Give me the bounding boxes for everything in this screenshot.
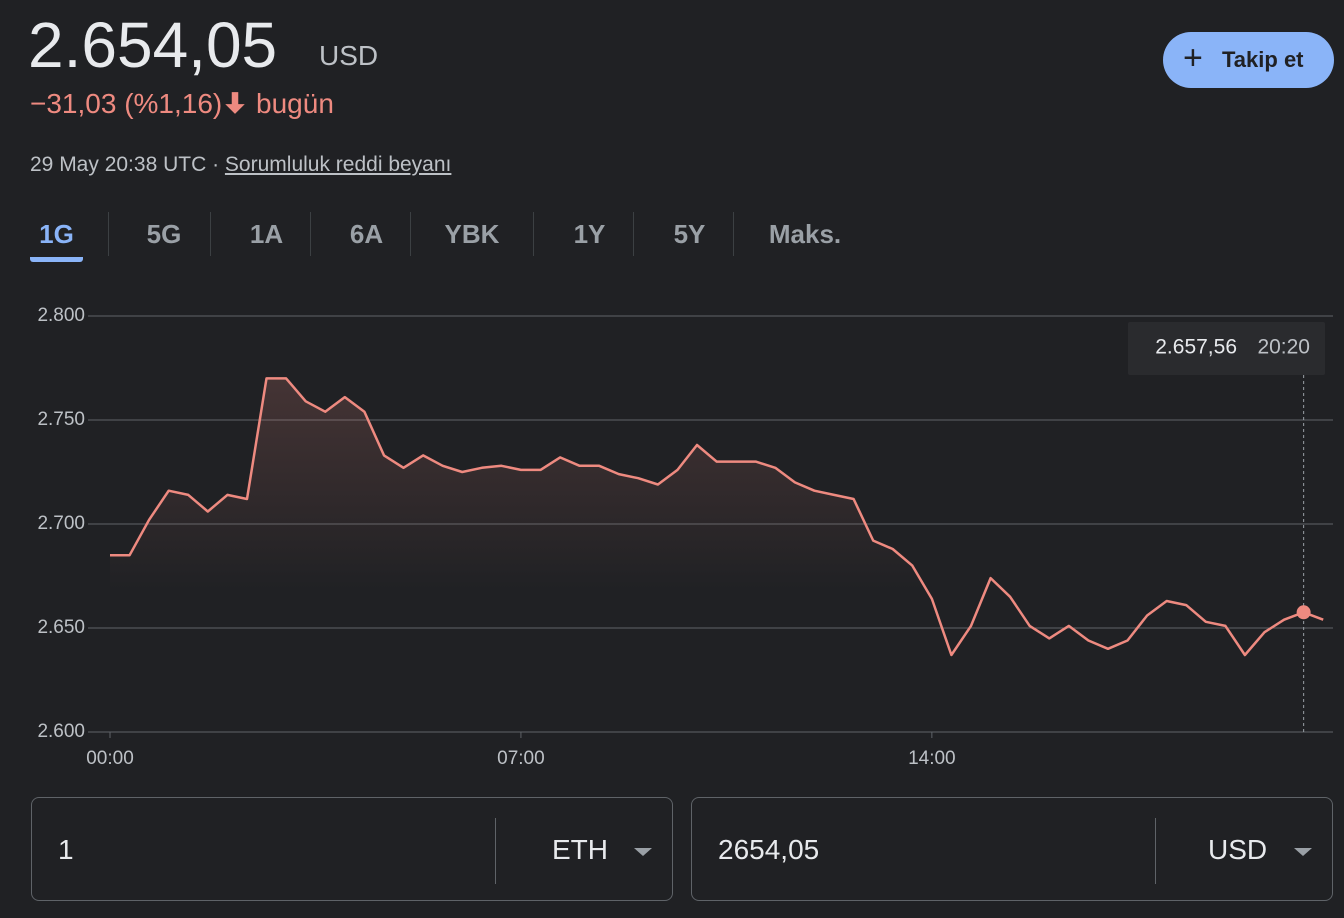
x-tick-label: 07:00 xyxy=(497,748,545,769)
x-tick-label: 14:00 xyxy=(908,748,956,769)
y-tick-label: 2.800 xyxy=(37,305,85,326)
divider xyxy=(1155,818,1156,884)
y-tick-label: 2.700 xyxy=(37,513,85,534)
range-tab[interactable]: 1A xyxy=(249,219,284,249)
from-currency[interactable]: ETH xyxy=(552,834,608,865)
down-arrow xyxy=(225,92,245,114)
range-tab[interactable]: 1Y xyxy=(573,219,606,249)
hover-point xyxy=(1296,605,1311,620)
chart: 2.600 2.650 2.700 2.750 2.800 00:00 07:00 14:00… xyxy=(37,305,1333,769)
to-amount[interactable]: 2654,05 xyxy=(718,834,820,865)
price: 2.654,05 xyxy=(28,9,278,81)
tab-separator xyxy=(733,212,734,256)
tab-separator xyxy=(410,212,411,256)
tab-separator xyxy=(310,212,311,256)
currency: USD xyxy=(319,40,379,71)
range-tab[interactable]: 1G xyxy=(30,212,83,262)
tab-separator xyxy=(108,212,109,256)
timestamp: 29 May 20:38 UTC · xyxy=(30,153,220,176)
follow-button[interactable]: + Takip et xyxy=(1163,32,1334,88)
x-tick-label: 00:00 xyxy=(86,748,134,769)
range-tab[interactable]: YBK xyxy=(444,219,500,249)
to-currency[interactable]: USD xyxy=(1208,834,1268,865)
change: −31,03 (%1,16) bugün xyxy=(30,88,334,120)
divider xyxy=(495,818,496,884)
range-tab[interactable]: 6A xyxy=(349,219,384,249)
from-field[interactable]: 1 ETH xyxy=(31,797,673,901)
y-tick-label: 2.650 xyxy=(37,617,85,638)
price-line xyxy=(110,377,1324,657)
dropdown-caret xyxy=(1294,848,1312,856)
range-tab[interactable]: 5G xyxy=(146,219,182,249)
from-amount[interactable]: 1 xyxy=(58,834,74,865)
y-tick-label: 2.600 xyxy=(37,721,85,742)
tab-separator xyxy=(633,212,634,256)
disclaimer-link[interactable]: Sorumluluk reddi beyanı xyxy=(224,153,452,176)
timestamp-row: 29 May 20:38 UTC · Sorumluluk reddi beya… xyxy=(30,153,451,177)
tooltip-value: 2.657,56 xyxy=(1155,336,1237,359)
range-tab[interactable]: 5Y xyxy=(673,219,706,249)
dropdown-caret xyxy=(634,848,652,856)
area-fill xyxy=(110,378,1324,732)
tab-separator xyxy=(533,212,534,256)
change-period: bugün xyxy=(256,88,334,119)
to-field[interactable]: 2654,05 USD xyxy=(691,797,1333,901)
change-value: −31,03 (%1,16) xyxy=(30,88,223,119)
follow-label: Takip et xyxy=(1222,47,1304,72)
y-tick-label: 2.750 xyxy=(37,409,85,430)
tooltip-time: 20:20 xyxy=(1257,336,1310,359)
tab-separator xyxy=(210,212,211,256)
tooltip-box xyxy=(1128,322,1325,375)
range-tab[interactable]: Maks. xyxy=(768,219,842,249)
